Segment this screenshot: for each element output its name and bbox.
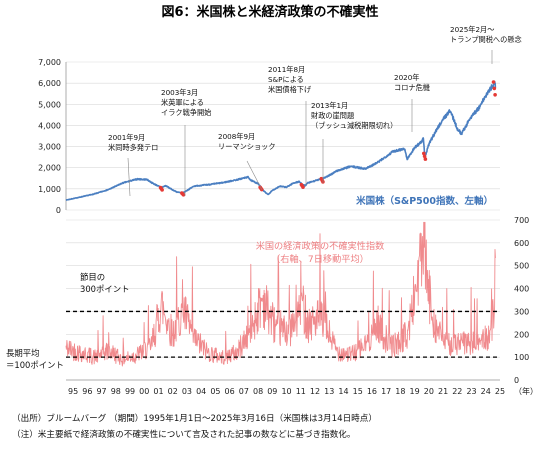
x-axis-tick-label: 02 — [168, 387, 178, 396]
x-axis-unit: （年） — [514, 386, 538, 396]
event-annotation: 2020年コロナ危機 — [394, 73, 430, 92]
stock-series-label: 米国株（S&P500指数、左軸） — [355, 195, 493, 207]
right-axis-tick-label: 400 — [514, 285, 529, 294]
x-axis-tick-label: 06 — [225, 387, 235, 396]
reference-line-label: 長期平均＝100ポイント — [6, 348, 64, 370]
chart-title: 図6：米国株と米経済政策の不確実性 — [161, 4, 378, 20]
event-marker — [423, 157, 428, 161]
x-axis-tick-label: 07 — [239, 387, 249, 396]
x-axis-tick-label: 11 — [296, 387, 306, 396]
x-axis-tick-label: 23 — [466, 387, 476, 396]
left-axis-tick-label: 7,000 — [38, 58, 61, 67]
event-annotation: 2001年9月米同時多発テロ — [108, 133, 158, 152]
x-axis-tick-label: 12 — [310, 387, 320, 396]
x-axis-tick-label: 96 — [82, 387, 92, 396]
annotation-leader — [246, 160, 263, 191]
x-axis-tick-label: 24 — [481, 387, 491, 396]
x-axis-tick-label: 20 — [424, 387, 434, 396]
uncertainty-series-line — [65, 221, 496, 367]
x-axis-tick-label: 08 — [253, 387, 263, 396]
x-axis-tick-label: 18 — [395, 387, 405, 396]
right-axis-tick-label: 300 — [514, 307, 529, 316]
x-axis-tick-label: 99 — [125, 387, 135, 396]
event-annotation: 2013年1月財政の崖問題（ブッシュ減税期限切れ） — [311, 101, 397, 130]
stock-panel: 0 1,000 2,000 3,000 4,000 5,000 6,000 7,000 2001… — [38, 25, 522, 215]
event-marker — [422, 154, 427, 159]
event-marker — [491, 80, 496, 84]
x-axis-tick-label: 03 — [182, 387, 192, 396]
x-axis-tick-label: 17 — [381, 387, 391, 396]
event-marker — [181, 192, 186, 197]
x-axis-tick-label: 98 — [111, 387, 121, 396]
annotation-leader — [127, 157, 131, 197]
x-axis-tick-label: 01 — [153, 387, 163, 396]
x-axis-tick-label: 15 — [353, 387, 363, 396]
event-annotation: 2025年2月～トランプ関税への懸念 — [450, 25, 522, 44]
left-axis-tick-label: 4,000 — [38, 121, 61, 130]
x-axis-tick-label: 25 — [495, 387, 505, 396]
source-note: （出所）ブルームバーグ （期間）1995年1月1日～2025年3月16日（米国株… — [12, 412, 377, 424]
right-axis-tick-label: 0 — [514, 376, 519, 385]
event-annotation: 2008年9月リーマンショック — [218, 132, 276, 151]
x-axis-tick-label: 04 — [196, 387, 206, 396]
x-axis-tick-label: 10 — [281, 387, 291, 396]
x-axis-tick-label: 95 — [68, 387, 78, 396]
event-marker — [493, 93, 497, 97]
event-marker — [421, 151, 426, 156]
x-axis-tick-label: 09 — [267, 387, 277, 396]
right-axis-tick-label: 200 — [514, 330, 529, 339]
left-axis-tick-label: 2,000 — [38, 164, 61, 173]
event-marker — [160, 188, 164, 192]
x-axis-tick-label: 13 — [324, 387, 334, 396]
right-axis-tick-label: 700 — [514, 216, 529, 225]
left-axis-tick-label: 5,000 — [38, 100, 61, 109]
stock-series-line — [65, 80, 497, 202]
left-axis-tick-label: 1,000 — [38, 185, 61, 194]
right-axis-tick-label: 100 — [514, 353, 529, 362]
x-axis-tick-label: 00 — [139, 387, 149, 396]
left-axis-tick-label: 0 — [56, 206, 61, 215]
reference-line-label: 節目の 300ポイント — [80, 272, 130, 294]
x-axis-tick-label: 19 — [410, 387, 420, 396]
event-annotation: 2011年8月 S&Pによる米国債格下げ — [268, 65, 312, 94]
x-axis-tick-label: 97 — [96, 387, 106, 396]
footnote: （注）米主要紙で経済政策の不確実性について言及された記事の数などに基づき指数化。 — [12, 428, 356, 440]
x-axis-tick-label: 16 — [367, 387, 377, 396]
x-axis-tick-label: 22 — [452, 387, 462, 396]
left-axis-tick-label: 3,000 — [38, 143, 61, 152]
event-annotation: 2003年3月米英軍によるイラク戦争開始 — [161, 88, 211, 117]
event-marker — [492, 86, 497, 91]
x-axis-tick-label: 05 — [210, 387, 220, 396]
x-axis-tick-label: 21 — [438, 387, 448, 396]
x-axis-tick-label: 14 — [338, 387, 348, 396]
uncertainty-series-label: 米国の経済政策の不確実性指数（右軸、7日移動平均） — [256, 240, 385, 265]
left-axis-tick-label: 6,000 — [38, 79, 61, 88]
event-marker — [301, 185, 305, 189]
right-axis-tick-label: 500 — [514, 262, 529, 271]
right-axis-tick-label: 600 — [514, 239, 529, 248]
